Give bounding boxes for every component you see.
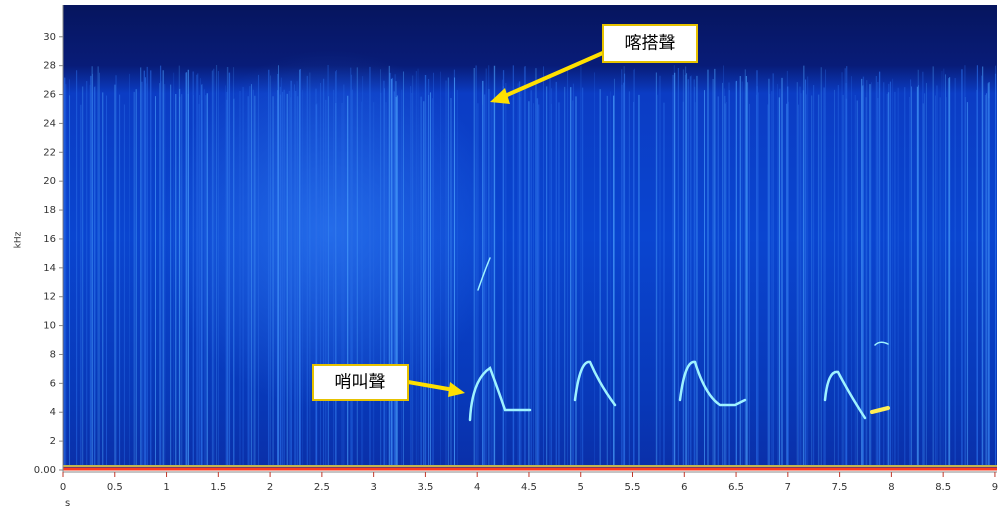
- y-tick-label: 10: [43, 321, 56, 332]
- y-tick-label: 30: [43, 32, 56, 43]
- annotation: 喀搭聲: [625, 34, 676, 54]
- y-tick-label: 12: [43, 292, 56, 303]
- noise-glow: [160, 50, 500, 410]
- y-tick-label: 0.00: [34, 465, 56, 476]
- x-tick-label: 5.5: [625, 482, 641, 493]
- x-tick-label: 2.5: [314, 482, 330, 493]
- y-axis-label: kHz: [14, 231, 24, 248]
- annotation-box: [602, 24, 698, 63]
- x-tick-label: 7.5: [832, 482, 848, 493]
- annotation: 哨叫聲: [335, 373, 386, 393]
- arrow-head: [448, 382, 465, 397]
- arrow: [497, 50, 606, 101]
- annotation-box: [312, 364, 409, 401]
- x-axis-label: s: [65, 498, 70, 509]
- x-tick-label: 4.5: [521, 482, 537, 493]
- y-tick-label: 24: [43, 118, 56, 129]
- y-tick-label: 28: [43, 61, 56, 72]
- arrow: [407, 380, 455, 392]
- x-tick-label: 8.5: [935, 482, 951, 493]
- y-tick-label: 6: [50, 378, 56, 389]
- x-tick-label: 3: [370, 482, 376, 493]
- x-tick-label: 4: [474, 482, 480, 493]
- y-tick-label: 2: [50, 436, 56, 447]
- whistle-contours: [468, 257, 890, 422]
- x-tick-label: 6.5: [728, 482, 744, 493]
- x-tick-label: 1.5: [210, 482, 226, 493]
- y-tick-label: 14: [43, 263, 56, 274]
- x-tick-label: 9: [992, 482, 998, 493]
- y-tick-label: 22: [43, 147, 56, 158]
- x-tick-label: 0: [60, 482, 66, 493]
- y-tick-label: 8: [50, 349, 56, 360]
- arrow-head: [490, 88, 510, 104]
- x-tick-label: 2: [267, 482, 273, 493]
- y-tick-label: 26: [43, 90, 56, 101]
- x-tick-label: 1: [163, 482, 169, 493]
- x-tick-label: 7: [785, 482, 791, 493]
- x-tick-label: 6: [681, 482, 687, 493]
- x-tick-label: 5: [578, 482, 584, 493]
- y-tick-label: 16: [43, 234, 56, 245]
- y-tick-label: 18: [43, 205, 56, 216]
- y-tick-label: 20: [43, 176, 56, 187]
- x-tick-label: 8: [888, 482, 894, 493]
- x-tick-label: 3.5: [417, 482, 433, 493]
- x-tick-label: 0.5: [107, 482, 123, 493]
- y-tick-label: 4: [50, 407, 56, 418]
